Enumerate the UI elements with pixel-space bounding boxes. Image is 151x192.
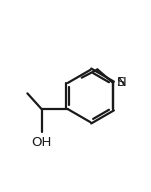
Text: S: S <box>116 76 125 89</box>
Text: N: N <box>116 76 126 89</box>
Text: OH: OH <box>31 136 52 149</box>
